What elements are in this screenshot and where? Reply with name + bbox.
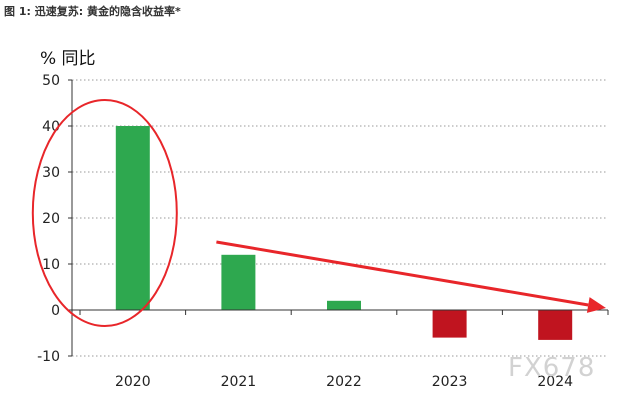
y-tick-label: 30: [42, 165, 60, 181]
bar-2023: [432, 310, 467, 338]
x-tick-label: 2023: [432, 374, 468, 390]
y-tick-label: 10: [42, 257, 60, 273]
chart-title: 图 1: 迅速复苏: 黄金的隐含收益率*: [4, 5, 181, 18]
watermark-text: FX678: [508, 353, 595, 383]
x-tick-label: 2021: [221, 374, 257, 390]
trend-arrow-line: [216, 240, 589, 307]
bars: [115, 126, 573, 340]
trend-arrow-head: [586, 297, 606, 313]
y-tick-label: 20: [42, 211, 60, 227]
annotations: [31, 99, 606, 327]
bar-2021: [221, 254, 256, 310]
y-axis-label: % 同比: [40, 49, 96, 69]
y-tick-label: -10: [37, 349, 60, 365]
x-tick-label: 2022: [326, 374, 362, 390]
y-tick-label: 0: [51, 303, 60, 319]
bar-2024: [538, 310, 573, 340]
grid-lines: [72, 79, 608, 357]
x-tick-label: 2024: [537, 374, 573, 390]
x-tick-label: 2020: [115, 374, 151, 390]
highlight-ellipse: [31, 99, 178, 327]
bar-2020: [115, 126, 150, 310]
bar-2022: [327, 300, 361, 310]
y-tick-label: 50: [42, 73, 60, 89]
